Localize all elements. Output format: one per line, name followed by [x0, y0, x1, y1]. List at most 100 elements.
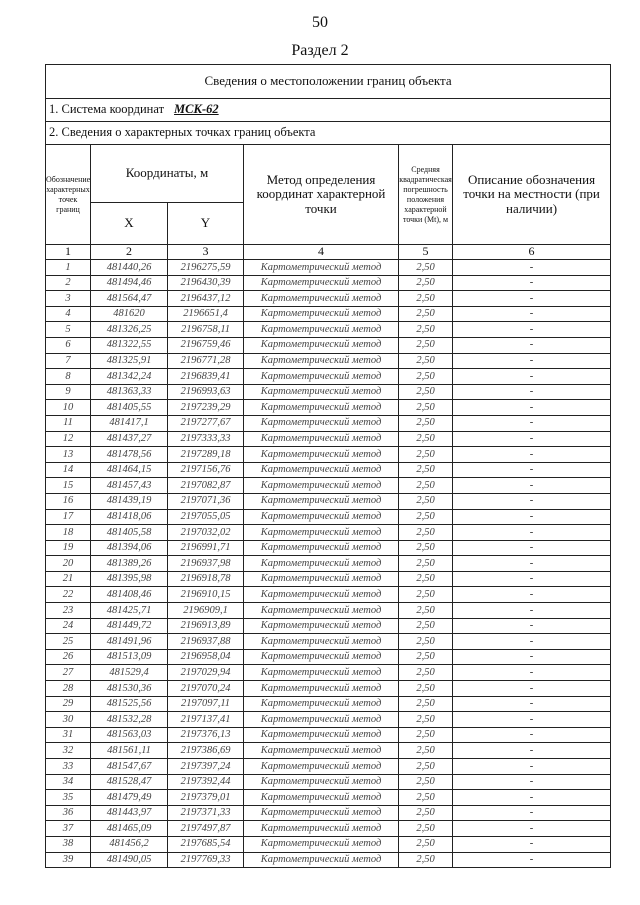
coord-x: 481394,06: [90, 539, 168, 557]
table-row: 10 481405,55 2197239,29 Картометрический ме…: [45, 399, 612, 416]
point-id: 7: [45, 352, 91, 370]
column-number: 4: [243, 244, 399, 260]
column-number: 6: [451, 244, 612, 260]
coord-y: 2196437,12: [167, 290, 244, 307]
table-row: 14 481464,15 2197156,76 Картометрический ме…: [45, 461, 612, 479]
point-id: 21: [45, 570, 91, 588]
table-row: 22 481408,46 2196910,15 Картометрический ме…: [45, 586, 612, 604]
error: 2,50: [398, 290, 453, 307]
point-id: 26: [45, 648, 91, 666]
coord-y: 2197055,05: [167, 508, 244, 526]
description: -: [451, 602, 612, 619]
coord-y: 2196839,41: [167, 368, 244, 385]
coord-y: 2197497,87: [167, 820, 244, 837]
method: Картометрический метод: [243, 430, 399, 448]
coord-x: 481547,67: [90, 758, 168, 775]
table-row: 34 481528,47 2197392,44 Картометрический ме…: [45, 773, 612, 791]
table-row: 1 481440,26 2196275,59 Картометрический мет…: [45, 259, 612, 276]
coord-x: 481326,25: [90, 321, 168, 338]
points-label: 2. Сведения о характерных точках границ …: [44, 121, 612, 145]
description: -: [451, 492, 612, 510]
coord-x: 481389,26: [90, 555, 168, 572]
method: Картометрический метод: [243, 851, 399, 869]
coord-y: 2196771,28: [167, 352, 244, 370]
coord-x: 481529,4: [90, 664, 168, 682]
point-id: 19: [45, 539, 91, 557]
method: Картометрический метод: [243, 835, 399, 853]
point-id: 27: [45, 664, 91, 682]
coord-y: 2197371,33: [167, 804, 244, 822]
point-id: 2: [45, 274, 91, 292]
coord-x: 481620: [90, 305, 168, 323]
coord-y: 2196275,59: [167, 259, 244, 276]
coord-y: 2197029,94: [167, 664, 244, 682]
header-method: Метод определения координат характерной …: [243, 144, 399, 245]
table-row: 6 481322,55 2196759,46 Картометрический мет…: [45, 336, 612, 354]
page-number: 50: [312, 14, 328, 31]
method: Картометрический метод: [243, 804, 399, 822]
error: 2,50: [398, 274, 453, 292]
coord-x: 481525,56: [90, 695, 168, 713]
coord-x: 481494,46: [90, 274, 168, 292]
error: 2,50: [398, 352, 453, 370]
point-id: 33: [45, 758, 91, 775]
coord-y: 2197239,29: [167, 399, 244, 416]
coord-y: 2197397,24: [167, 758, 244, 775]
coord-x: 481478,56: [90, 446, 168, 463]
table-row: 37 481465,09 2197497,87 Картометрический ме…: [45, 820, 612, 837]
coord-x: 481437,27: [90, 430, 168, 448]
method: Картометрический метод: [243, 259, 399, 276]
error: 2,50: [398, 430, 453, 448]
coord-x: 481513,09: [90, 648, 168, 666]
table-row: 16 481439,19 2197071,36 Картометрический ме…: [45, 492, 612, 510]
table-row: 7 481325,91 2196771,28 Картометрический мет…: [45, 352, 612, 370]
description: -: [451, 680, 612, 697]
coord-x: 481408,46: [90, 586, 168, 604]
error: 2,50: [398, 695, 453, 713]
coord-x: 481425,71: [90, 602, 168, 619]
table-row: 15 481457,43 2197082,87 Картометрический ме…: [45, 477, 612, 494]
error: 2,50: [398, 492, 453, 510]
point-id: 30: [45, 711, 91, 728]
method: Картометрический метод: [243, 742, 399, 759]
error: 2,50: [398, 321, 453, 338]
coord-y: 2197379,01: [167, 789, 244, 806]
point-id: 8: [45, 368, 91, 385]
method: Картометрический метод: [243, 695, 399, 713]
method: Картометрический метод: [243, 492, 399, 510]
point-id: 15: [45, 477, 91, 494]
table-row: 8 481342,24 2196839,41 Картометрический мет…: [45, 368, 612, 385]
coord-y: 2196909,1: [167, 602, 244, 619]
error: 2,50: [398, 414, 453, 432]
error: 2,50: [398, 336, 453, 354]
description: -: [451, 758, 612, 775]
point-id: 3: [45, 290, 91, 307]
method: Картометрический метод: [243, 524, 399, 541]
table-row: 23 481425,71 2196909,1 Картометрический мет…: [45, 602, 612, 619]
point-id: 1: [45, 259, 91, 276]
error: 2,50: [398, 773, 453, 791]
method: Картометрический метод: [243, 290, 399, 307]
point-id: 10: [45, 399, 91, 416]
coord-y: 2196937,88: [167, 633, 244, 650]
method: Картометрический метод: [243, 617, 399, 635]
coord-y: 2197289,18: [167, 446, 244, 463]
error: 2,50: [398, 368, 453, 385]
description: -: [451, 305, 612, 323]
description: -: [451, 789, 612, 806]
description: -: [451, 399, 612, 416]
coord-x: 481530,36: [90, 680, 168, 697]
coord-x: 481479,49: [90, 789, 168, 806]
point-id: 6: [45, 336, 91, 354]
description: -: [451, 726, 612, 744]
method: Картометрический метод: [243, 633, 399, 650]
method: Картометрический метод: [243, 570, 399, 588]
point-id: 38: [45, 835, 91, 853]
error: 2,50: [398, 305, 453, 323]
table-row: 17 481418,06 2197055,05 Картометрический ме…: [45, 508, 612, 526]
description: -: [451, 336, 612, 354]
coord-y: 2196913,89: [167, 617, 244, 635]
coord-x: 481563,03: [90, 726, 168, 744]
error: 2,50: [398, 446, 453, 463]
table-row: 26 481513,09 2196958,04 Картометрический ме…: [45, 648, 612, 666]
